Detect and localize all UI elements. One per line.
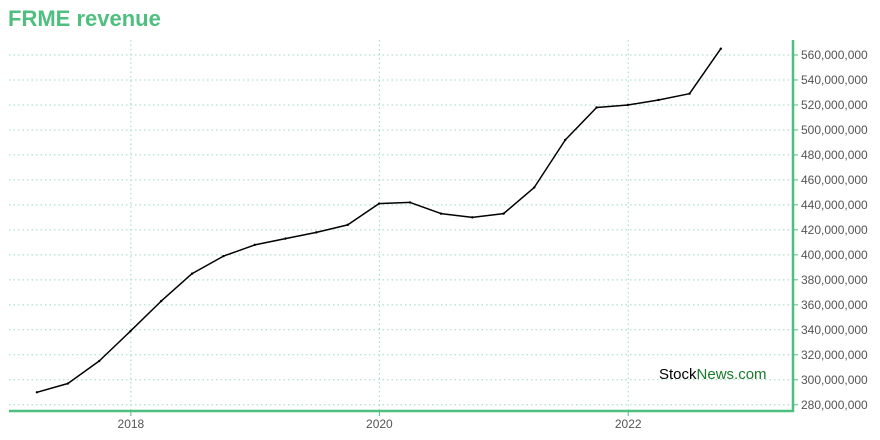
data-point [190,272,194,275]
data-point [159,299,163,303]
x-tick-label: 2020 [366,417,393,431]
y-tick-label: 480,000,000 [801,148,868,162]
y-tick-label: 400,000,000 [801,248,868,262]
y-tick-label: 560,000,000 [801,48,868,62]
data-point [439,212,443,215]
x-tick-labels: 2018 2020 2022 [118,417,642,431]
data-point [533,186,536,189]
data-point [66,382,70,385]
y-tick-label: 420,000,000 [801,223,868,237]
chart-title: FRME revenue [8,6,161,31]
y-tick-label: 440,000,000 [801,198,868,212]
series-layer [35,47,723,394]
y-tick-label: 360,000,000 [801,298,868,312]
data-point [222,254,225,258]
data-point [346,223,349,227]
y-tick-label: 280,000,000 [801,398,868,412]
x-tick-label: 2018 [118,417,145,431]
data-point [564,138,567,142]
data-point [129,329,132,333]
y-tick-label: 460,000,000 [801,173,868,187]
data-point [284,237,287,240]
y-tick-label: 380,000,000 [801,273,868,287]
axes-layer [9,40,798,416]
data-point [626,103,630,107]
x-tick-label: 2022 [615,417,642,431]
y-tick-label: 520,000,000 [801,98,868,112]
data-point [98,359,101,363]
x-gridlines [130,40,629,411]
y-tick-label: 340,000,000 [801,323,868,337]
y-tick-labels: 280,000,000 300,000,000 320,000,000 340,000… [801,48,868,412]
data-point [471,216,474,219]
series-line [36,48,722,394]
data-point [315,231,318,234]
data-point [253,243,256,247]
y-tick-label: 500,000,000 [801,123,868,137]
watermark-part2: News.com [697,366,767,383]
data-point [657,98,660,102]
data-point [502,212,505,215]
data-point [408,201,412,204]
watermark-part1: Stock [659,366,697,383]
watermark: StockNews.com [659,366,767,383]
data-point [595,106,598,109]
data-point [688,92,691,95]
y-tick-label: 540,000,000 [801,73,868,87]
y-tick-label: 320,000,000 [801,348,868,362]
data-point [377,202,381,205]
data-point [35,391,39,394]
data-point [719,47,723,50]
y-gridlines [9,54,793,406]
y-tick-label: 300,000,000 [801,373,868,387]
